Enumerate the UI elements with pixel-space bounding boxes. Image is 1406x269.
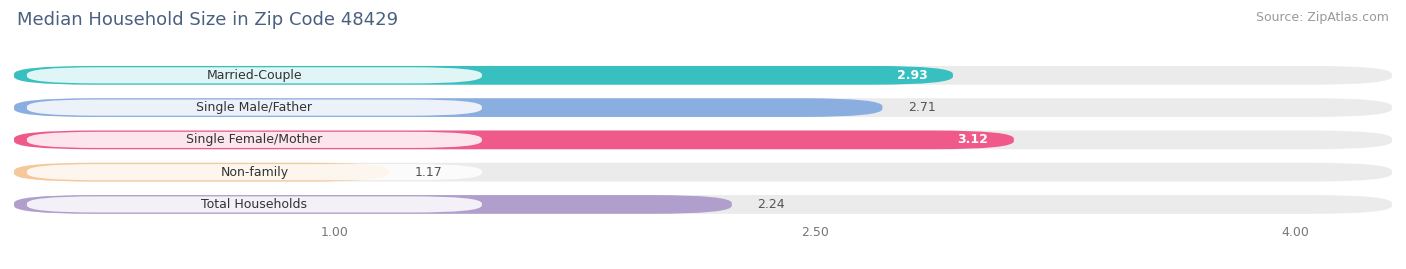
Text: 2.24: 2.24 (758, 198, 785, 211)
FancyBboxPatch shape (14, 195, 733, 214)
FancyBboxPatch shape (27, 196, 482, 213)
FancyBboxPatch shape (27, 164, 482, 180)
Text: 2.93: 2.93 (897, 69, 928, 82)
FancyBboxPatch shape (27, 132, 482, 148)
FancyBboxPatch shape (14, 130, 1392, 149)
FancyBboxPatch shape (14, 66, 1392, 85)
FancyBboxPatch shape (14, 66, 953, 85)
FancyBboxPatch shape (14, 130, 1014, 149)
Text: Median Household Size in Zip Code 48429: Median Household Size in Zip Code 48429 (17, 11, 398, 29)
FancyBboxPatch shape (27, 100, 482, 116)
Text: Single Male/Father: Single Male/Father (197, 101, 312, 114)
FancyBboxPatch shape (27, 67, 482, 83)
Text: Total Households: Total Households (201, 198, 308, 211)
Text: 3.12: 3.12 (957, 133, 988, 146)
FancyBboxPatch shape (14, 98, 883, 117)
Text: Single Female/Mother: Single Female/Mother (186, 133, 322, 146)
Text: 2.71: 2.71 (908, 101, 936, 114)
Text: Married-Couple: Married-Couple (207, 69, 302, 82)
Text: 1.17: 1.17 (415, 166, 443, 179)
FancyBboxPatch shape (14, 98, 1392, 117)
FancyBboxPatch shape (14, 163, 389, 182)
Text: Non-family: Non-family (221, 166, 288, 179)
FancyBboxPatch shape (14, 195, 1392, 214)
Text: Source: ZipAtlas.com: Source: ZipAtlas.com (1256, 11, 1389, 24)
FancyBboxPatch shape (14, 163, 1392, 182)
